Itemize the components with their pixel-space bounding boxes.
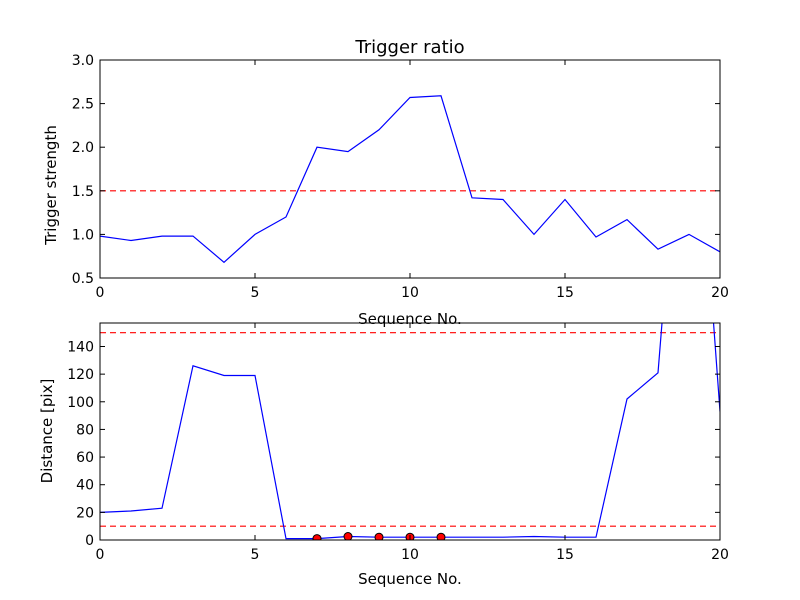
y-axis-label: Distance [pix] [38, 379, 56, 484]
x-tick-label: 20 [711, 547, 729, 563]
y-axis-label: Trigger strength [42, 125, 60, 246]
y-tick-label: 120 [67, 367, 94, 383]
data-point-marker [374, 532, 384, 540]
y-tick-label: 140 [67, 339, 94, 355]
x-tick-label: 5 [251, 285, 260, 301]
y-tick-label: 80 [76, 422, 94, 438]
x-tick-label: 0 [96, 285, 105, 301]
x-axis-label: Sequence No. [358, 570, 462, 588]
y-tick-label: 2.5 [72, 97, 94, 113]
y-tick-label: 3.0 [72, 53, 94, 69]
data-point-marker [436, 532, 446, 540]
y-tick-label: 0 [85, 533, 94, 549]
x-tick-label: 0 [96, 547, 105, 563]
x-tick-label: 20 [711, 285, 729, 301]
y-tick-label: 40 [76, 478, 94, 494]
x-tick-label: 15 [556, 547, 574, 563]
y-tick-label: 2.0 [72, 140, 94, 156]
y-tick-label: 60 [76, 450, 94, 466]
y-tick-label: 0.5 [72, 271, 94, 287]
plot-area [100, 95, 720, 264]
series-line [100, 95, 720, 264]
x-tick-label: 10 [401, 285, 419, 301]
top-chart-panel: Trigger ratio Sequence No. Trigger stren… [42, 37, 729, 328]
y-tick-label: 1.0 [72, 227, 94, 243]
y-tick-label: 100 [67, 395, 94, 411]
chart-title: Trigger ratio [354, 37, 464, 58]
x-tick-label: 15 [556, 285, 574, 301]
y-tick-label: 20 [76, 505, 94, 521]
y-tick-label: 1.5 [72, 184, 94, 200]
x-tick-label: 10 [401, 547, 419, 563]
data-point-marker [343, 532, 353, 540]
data-point-marker [312, 534, 322, 540]
x-tick-label: 5 [251, 547, 260, 563]
bottom-chart-panel: Sequence No. Distance [pix] 0 5 10 15 20 0 20 4… [38, 322, 729, 588]
